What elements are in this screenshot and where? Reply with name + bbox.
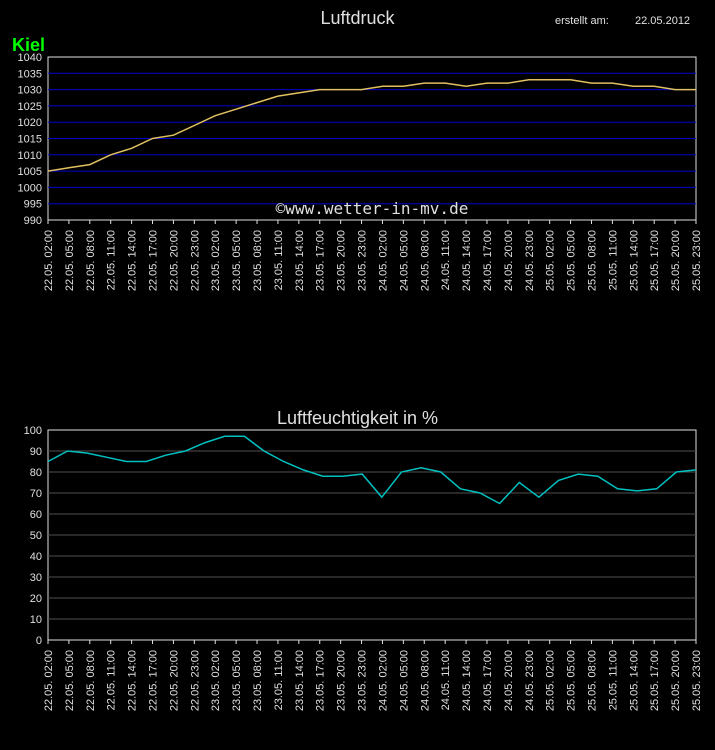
svg-text:23.05. 17:00: 23.05. 17:00 (315, 650, 327, 711)
svg-text:25.05. 02:00: 25.05. 02:00 (545, 230, 557, 291)
svg-text:1010: 1010 (18, 150, 42, 162)
svg-text:25.05. 02:00: 25.05. 02:00 (545, 650, 557, 711)
svg-text:22.05. 14:00: 22.05. 14:00 (127, 230, 139, 291)
svg-text:23.05. 11:00: 23.05. 11:00 (273, 650, 285, 710)
created-label: erstellt am: (555, 15, 609, 27)
svg-text:23.05. 08:00: 23.05. 08:00 (252, 650, 264, 711)
svg-text:22.05. 20:00: 22.05. 20:00 (168, 230, 180, 291)
svg-text:25.05. 08:00: 25.05. 08:00 (586, 230, 598, 291)
location-label: Kiel (12, 35, 45, 56)
svg-text:25.05. 05:00: 25.05. 05:00 (566, 230, 578, 291)
svg-text:995: 995 (24, 199, 42, 211)
svg-text:25.05. 08:00: 25.05. 08:00 (586, 650, 598, 711)
svg-text:23.05. 17:00: 23.05. 17:00 (315, 230, 327, 291)
svg-text:1030: 1030 (18, 85, 42, 97)
svg-text:25.05. 23:00: 25.05. 23:00 (691, 650, 703, 711)
svg-text:24.05. 17:00: 24.05. 17:00 (482, 650, 494, 711)
svg-text:22.05. 20:00: 22.05. 20:00 (168, 650, 180, 711)
svg-text:60: 60 (30, 509, 42, 521)
svg-text:25.05. 11:00: 25.05. 11:00 (607, 230, 619, 290)
svg-text:23.05. 05:00: 23.05. 05:00 (231, 230, 243, 291)
svg-text:24.05. 23:00: 24.05. 23:00 (524, 650, 536, 711)
svg-text:25.05. 23:00: 25.05. 23:00 (691, 230, 703, 291)
svg-text:25.05. 17:00: 25.05. 17:00 (649, 650, 661, 711)
svg-text:1035: 1035 (18, 68, 42, 80)
svg-text:23.05. 02:00: 23.05. 02:00 (210, 650, 222, 711)
svg-text:20: 20 (30, 593, 42, 605)
created-date: 22.05.2012 (635, 15, 690, 27)
svg-text:22.05. 17:00: 22.05. 17:00 (148, 650, 160, 711)
svg-text:25.05. 20:00: 25.05. 20:00 (670, 650, 682, 711)
svg-text:50: 50 (30, 530, 42, 542)
svg-text:22.05. 23:00: 22.05. 23:00 (189, 230, 201, 291)
svg-text:22.05. 02:00: 22.05. 02:00 (43, 230, 55, 291)
svg-text:23.05. 23:00: 23.05. 23:00 (357, 230, 369, 291)
svg-text:22.05. 11:00: 22.05. 11:00 (106, 230, 118, 290)
svg-text:10: 10 (30, 614, 42, 626)
svg-text:22.05. 02:00: 22.05. 02:00 (43, 650, 55, 711)
svg-text:24.05. 02:00: 24.05. 02:00 (377, 230, 389, 291)
svg-text:1015: 1015 (18, 134, 42, 146)
svg-text:24.05. 14:00: 24.05. 14:00 (461, 650, 473, 711)
svg-text:0: 0 (36, 635, 42, 647)
svg-text:©www.wetter-in-mv.de: ©www.wetter-in-mv.de (276, 199, 469, 218)
svg-text:23.05. 20:00: 23.05. 20:00 (336, 230, 348, 291)
svg-text:1005: 1005 (18, 166, 42, 178)
svg-text:24.05. 02:00: 24.05. 02:00 (377, 650, 389, 711)
svg-text:25.05. 20:00: 25.05. 20:00 (670, 230, 682, 291)
svg-text:1020: 1020 (18, 117, 42, 129)
svg-text:1000: 1000 (18, 182, 42, 194)
svg-text:22.05. 11:00: 22.05. 11:00 (106, 650, 118, 710)
svg-text:22.05. 23:00: 22.05. 23:00 (189, 650, 201, 711)
svg-text:23.05. 05:00: 23.05. 05:00 (231, 650, 243, 711)
svg-text:24.05. 23:00: 24.05. 23:00 (524, 230, 536, 291)
svg-text:24.05. 20:00: 24.05. 20:00 (503, 650, 515, 711)
svg-text:25.05. 11:00: 25.05. 11:00 (607, 650, 619, 710)
charts-svg: 9909951000100510101015102010251030103510… (0, 0, 715, 750)
svg-text:24.05. 08:00: 24.05. 08:00 (419, 230, 431, 291)
svg-text:70: 70 (30, 488, 42, 500)
svg-text:80: 80 (30, 467, 42, 479)
svg-text:23.05. 23:00: 23.05. 23:00 (357, 650, 369, 711)
svg-text:25.05. 14:00: 25.05. 14:00 (628, 230, 640, 291)
svg-text:24.05. 08:00: 24.05. 08:00 (419, 650, 431, 711)
svg-text:22.05. 14:00: 22.05. 14:00 (127, 650, 139, 711)
svg-text:1025: 1025 (18, 101, 42, 113)
svg-text:90: 90 (30, 446, 42, 458)
svg-text:23.05. 02:00: 23.05. 02:00 (210, 230, 222, 291)
svg-text:990: 990 (24, 215, 42, 227)
chart2-title: Luftfeuchtigkeit in % (0, 408, 715, 429)
svg-text:23.05. 20:00: 23.05. 20:00 (336, 650, 348, 711)
svg-text:22.05. 17:00: 22.05. 17:00 (148, 230, 160, 291)
svg-text:22.05. 05:00: 22.05. 05:00 (64, 650, 76, 711)
svg-text:22.05. 05:00: 22.05. 05:00 (64, 230, 76, 291)
svg-text:24.05. 11:00: 24.05. 11:00 (440, 230, 452, 290)
svg-text:30: 30 (30, 572, 42, 584)
svg-text:22.05. 08:00: 22.05. 08:00 (85, 650, 97, 711)
svg-text:24.05. 11:00: 24.05. 11:00 (440, 650, 452, 710)
svg-text:25.05. 14:00: 25.05. 14:00 (628, 650, 640, 711)
svg-text:23.05. 14:00: 23.05. 14:00 (294, 650, 306, 711)
svg-text:23.05. 14:00: 23.05. 14:00 (294, 230, 306, 291)
svg-text:24.05. 17:00: 24.05. 17:00 (482, 230, 494, 291)
svg-text:24.05. 14:00: 24.05. 14:00 (461, 230, 473, 291)
svg-text:40: 40 (30, 551, 42, 563)
svg-text:24.05. 05:00: 24.05. 05:00 (398, 230, 410, 291)
svg-text:24.05. 20:00: 24.05. 20:00 (503, 230, 515, 291)
svg-text:23.05. 08:00: 23.05. 08:00 (252, 230, 264, 291)
svg-text:24.05. 05:00: 24.05. 05:00 (398, 650, 410, 711)
svg-text:23.05. 11:00: 23.05. 11:00 (273, 230, 285, 290)
svg-text:25.05. 17:00: 25.05. 17:00 (649, 230, 661, 291)
svg-text:22.05. 08:00: 22.05. 08:00 (85, 230, 97, 291)
svg-text:25.05. 05:00: 25.05. 05:00 (566, 650, 578, 711)
